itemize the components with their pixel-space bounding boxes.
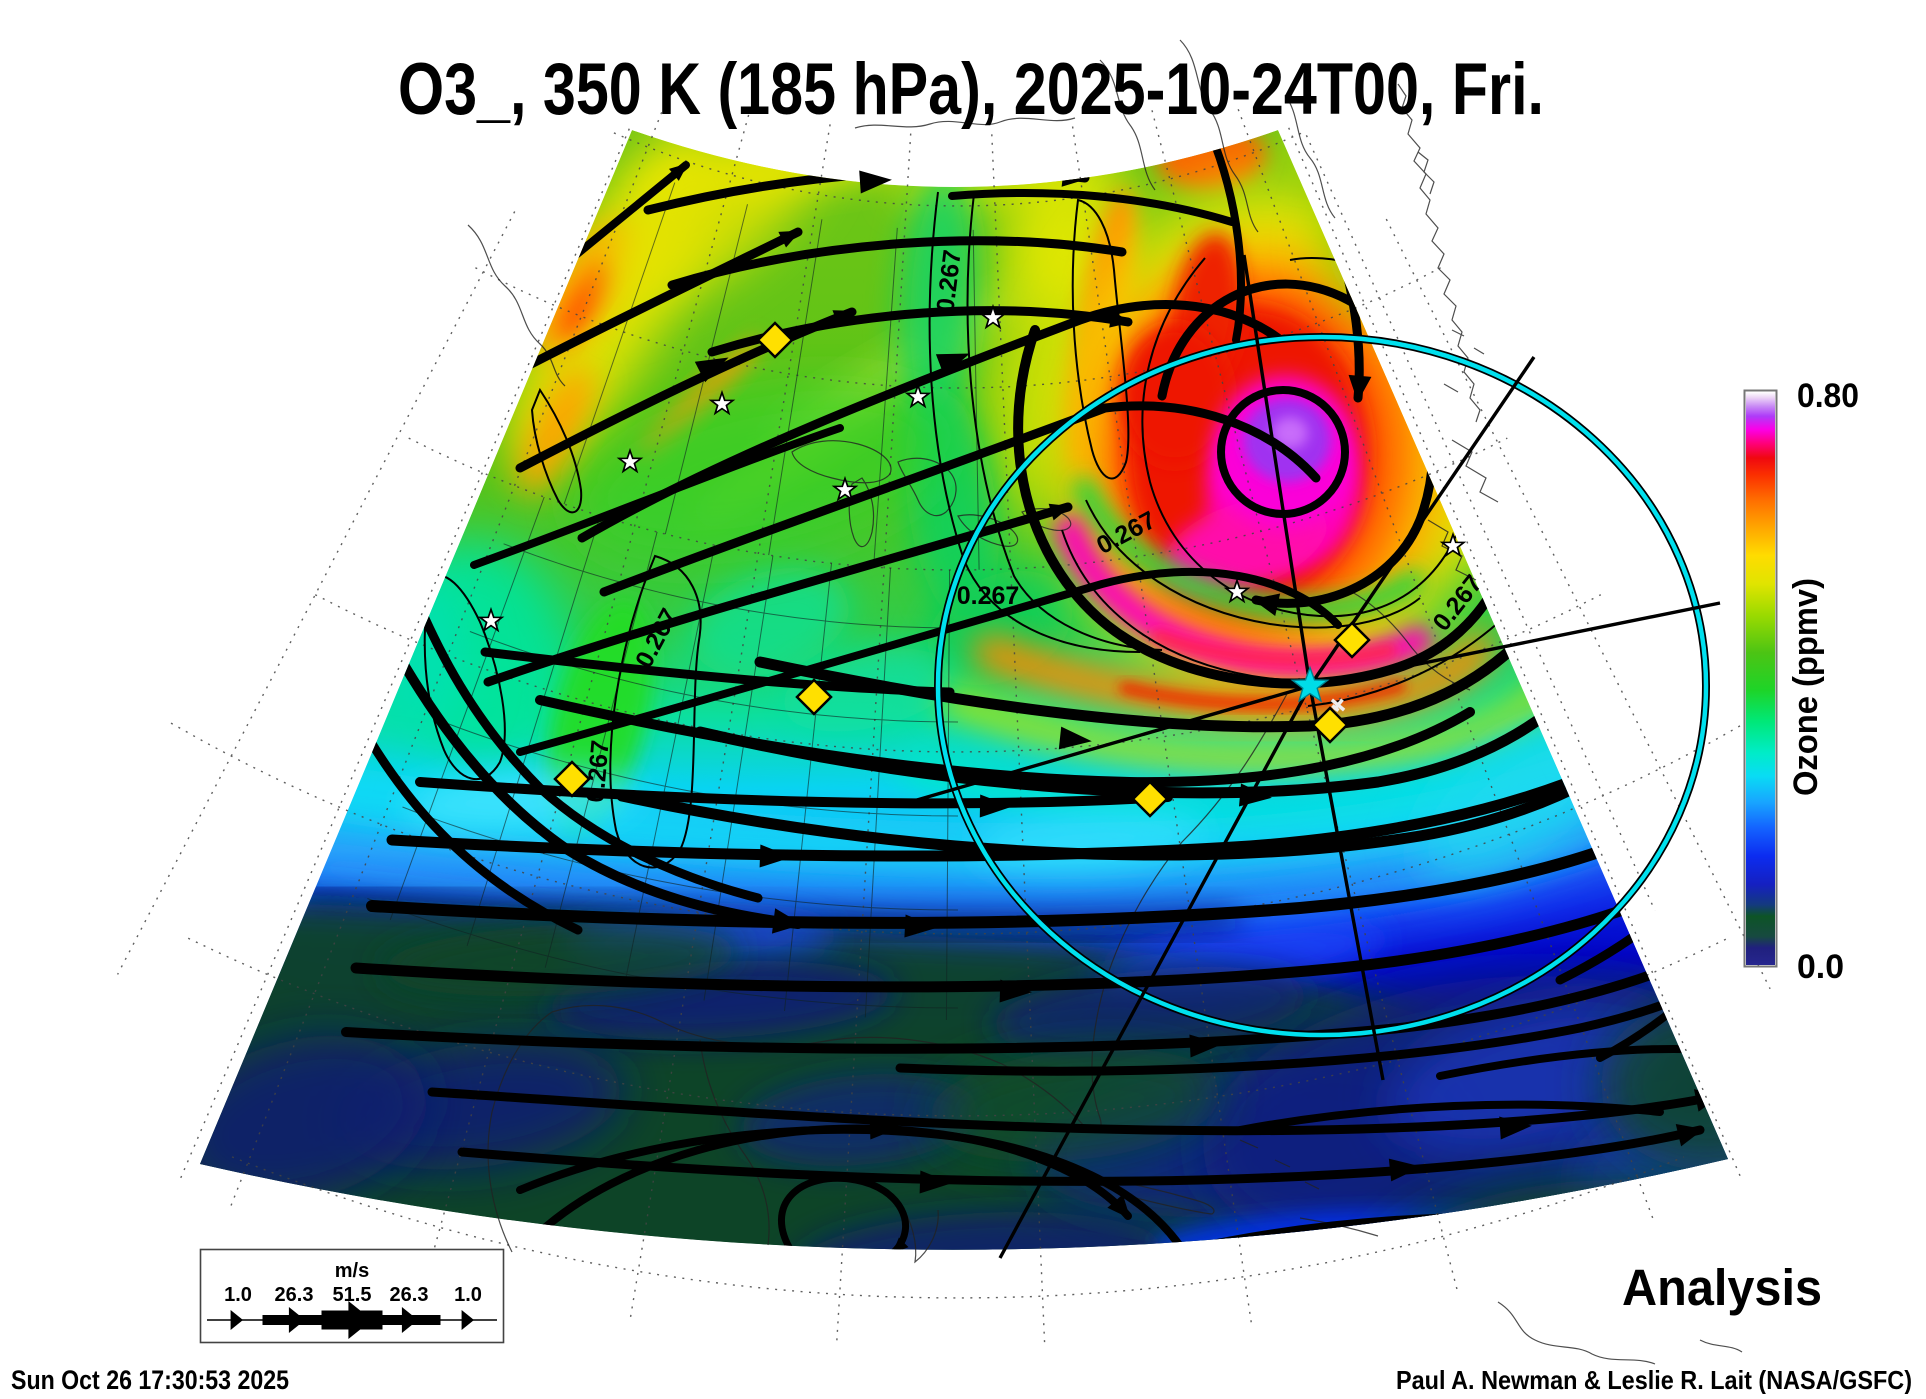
svg-text:26.3: 26.3 (390, 1284, 429, 1306)
svg-text:m/s: m/s (335, 1260, 369, 1282)
svg-text:26.3: 26.3 (275, 1284, 314, 1306)
svg-text:Paul A. Newman & Leslie R. Lai: Paul A. Newman & Leslie R. Lait (NASA/GS… (1396, 1365, 1912, 1394)
svg-text:0.267: 0.267 (957, 582, 1020, 610)
svg-text:0.80: 0.80 (1797, 377, 1859, 415)
svg-text:O3_, 350 K (185 hPa), 2025-10-: O3_, 350 K (185 hPa), 2025-10-24T00, Fri… (398, 49, 1544, 130)
svg-text:Analysis: Analysis (1622, 1259, 1822, 1316)
svg-text:0.0: 0.0 (1797, 948, 1844, 986)
svg-text:Ozone (ppmv): Ozone (ppmv) (1787, 578, 1825, 796)
svg-text:51.5: 51.5 (333, 1284, 372, 1306)
svg-text:1.0: 1.0 (454, 1284, 482, 1306)
svg-text:Sun Oct 26 17:30:53 2025: Sun Oct 26 17:30:53 2025 (11, 1365, 289, 1394)
svg-text:1.0: 1.0 (224, 1284, 252, 1306)
